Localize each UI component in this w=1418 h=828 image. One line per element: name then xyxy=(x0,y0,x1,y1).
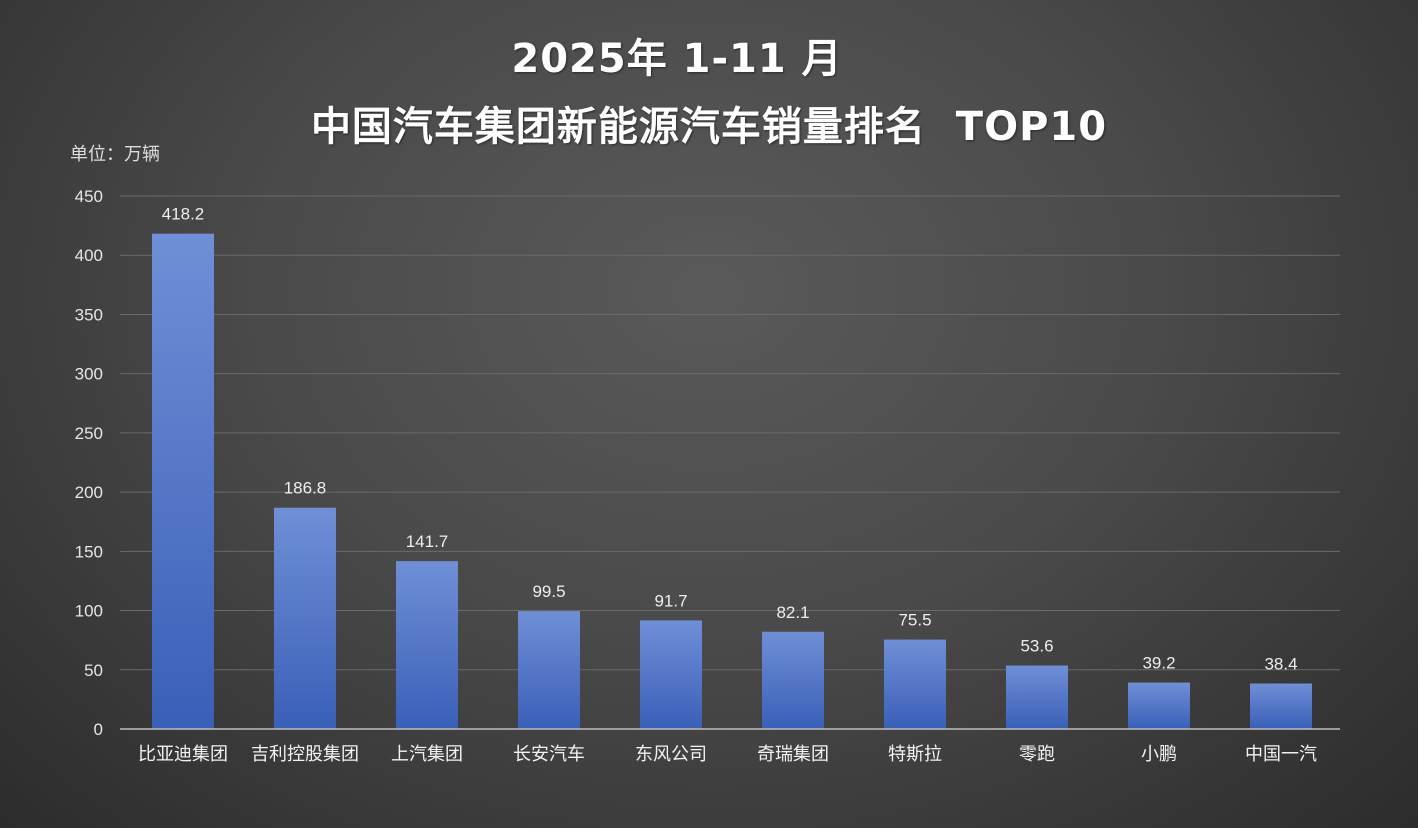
category-label: 零跑 xyxy=(1019,744,1055,765)
value-labels: 418.2 186.8 141.7 99.5 91.7 82.1 75.5 53.6 39.2 3… xyxy=(162,205,1298,674)
bars xyxy=(152,233,1312,729)
grid-lines xyxy=(120,195,1340,671)
value-label: 82.1 xyxy=(776,603,809,622)
category-label: 上汽集团 xyxy=(391,744,463,765)
value-label: 91.7 xyxy=(654,591,687,610)
category-label: 吉利控股集团 xyxy=(251,744,359,765)
bar-8 xyxy=(1006,665,1068,729)
bar-10 xyxy=(1250,683,1312,729)
value-label: 141.7 xyxy=(406,532,449,551)
bar-5 xyxy=(640,620,702,729)
y-tick-label: 400 xyxy=(75,246,103,265)
value-label: 99.5 xyxy=(532,582,565,601)
value-label: 53.6 xyxy=(1020,637,1053,656)
chart-title-line2: 中国汽车集团新能源汽车销量排名 TOP10 xyxy=(310,104,1108,150)
value-label: 75.5 xyxy=(898,611,931,630)
value-label: 39.2 xyxy=(1142,654,1175,673)
category-labels: 比亚迪集团 吉利控股集团 上汽集团 长安汽车 东风公司 奇瑞集团 特斯拉 零跑 小鹏 中国一汽 xyxy=(138,744,1317,765)
category-label: 奇瑞集团 xyxy=(757,744,829,765)
bar-9 xyxy=(1128,682,1190,729)
category-label: 特斯拉 xyxy=(888,744,942,765)
y-tick-label: 200 xyxy=(75,483,103,502)
y-tick-label: 50 xyxy=(84,661,103,680)
y-tick-label: 100 xyxy=(75,602,103,621)
y-axis-ticks: 0 50 100 150 200 250 300 350 400 450 xyxy=(75,187,103,739)
category-label: 中国一汽 xyxy=(1245,744,1317,765)
bar-7 xyxy=(884,639,946,729)
bar-4 xyxy=(518,611,580,729)
value-label: 418.2 xyxy=(162,205,205,224)
category-label: 长安汽车 xyxy=(513,744,585,765)
value-label: 186.8 xyxy=(284,479,327,498)
category-label: 小鹏 xyxy=(1141,744,1177,765)
y-tick-label: 350 xyxy=(75,305,103,324)
y-tick-label: 0 xyxy=(94,720,103,739)
category-label: 东风公司 xyxy=(635,744,707,765)
chart-title-line1: 2025年 1-11 月 xyxy=(511,36,843,82)
bar-3 xyxy=(396,561,458,729)
y-tick-label: 300 xyxy=(75,365,103,384)
y-tick-label: 150 xyxy=(75,542,103,561)
category-label: 比亚迪集团 xyxy=(138,744,228,765)
y-tick-label: 250 xyxy=(75,424,103,443)
y-tick-label: 450 xyxy=(75,187,103,206)
bar-1 xyxy=(152,233,214,729)
bar-6 xyxy=(762,631,824,729)
y-axis-unit-label: 单位：万辆 xyxy=(70,144,160,165)
bar-2 xyxy=(274,507,336,729)
value-label: 38.4 xyxy=(1264,655,1297,674)
